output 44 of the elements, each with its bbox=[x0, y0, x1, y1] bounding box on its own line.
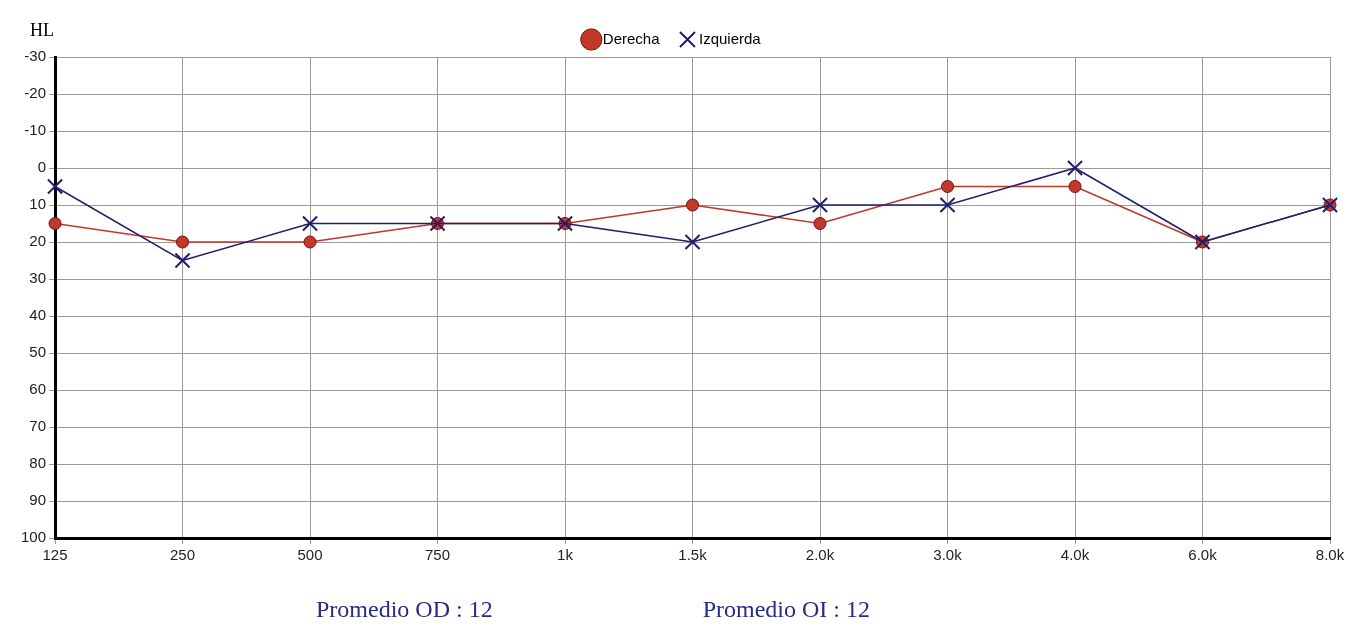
point bbox=[811, 196, 829, 214]
y-tick-label: 100 bbox=[21, 528, 47, 546]
point bbox=[301, 215, 319, 232]
x-tick-label: 4.0k bbox=[1060, 546, 1090, 564]
y-tick-label: 20 bbox=[29, 232, 47, 250]
x-tick-label: 1k bbox=[557, 546, 574, 564]
y-tick-label: 90 bbox=[29, 491, 47, 509]
x-tick-label: 8.0k bbox=[1315, 546, 1345, 564]
point bbox=[686, 198, 700, 212]
y-tick-label: 10 bbox=[29, 195, 47, 213]
x-tick-label: 125 bbox=[42, 546, 68, 564]
point bbox=[1066, 159, 1084, 177]
point bbox=[46, 178, 64, 195]
y-tick-label: -10 bbox=[24, 121, 47, 139]
x-tick-label: 750 bbox=[425, 546, 451, 564]
y-tick-label: 50 bbox=[29, 343, 47, 361]
x-tick-label: 2.0k bbox=[805, 546, 835, 564]
x-tick-label: 3.0k bbox=[933, 546, 963, 564]
y-tick-label: 0 bbox=[37, 158, 47, 176]
x-tick-label: 1.5k bbox=[678, 546, 708, 564]
text: Promedio OI : 12 bbox=[702, 596, 870, 623]
x-tick-label: 250 bbox=[170, 546, 196, 564]
y-axis-title: HL bbox=[30, 19, 54, 40]
point bbox=[941, 180, 955, 193]
y-tick-label: 80 bbox=[29, 454, 47, 472]
point bbox=[176, 235, 190, 249]
y-tick-label: 40 bbox=[29, 306, 47, 324]
x-tick-label: 6.0k bbox=[1188, 546, 1218, 564]
x-tick-label: 500 bbox=[297, 546, 323, 564]
y-tick-label: 70 bbox=[29, 417, 47, 435]
point bbox=[48, 217, 62, 230]
point bbox=[939, 196, 956, 214]
y-tick-label: 30 bbox=[29, 269, 47, 287]
legend-label: Derecha bbox=[602, 29, 661, 47]
point bbox=[174, 252, 191, 269]
legend-label: Izquierda bbox=[699, 29, 762, 47]
point bbox=[813, 217, 827, 230]
point bbox=[684, 233, 701, 251]
y-tick-label: 60 bbox=[29, 380, 47, 398]
y-tick-label: -20 bbox=[24, 84, 47, 102]
point bbox=[303, 235, 317, 249]
point bbox=[1068, 180, 1082, 193]
text: Promedio OD : 12 bbox=[316, 596, 493, 623]
y-tick-label: -30 bbox=[24, 47, 47, 65]
